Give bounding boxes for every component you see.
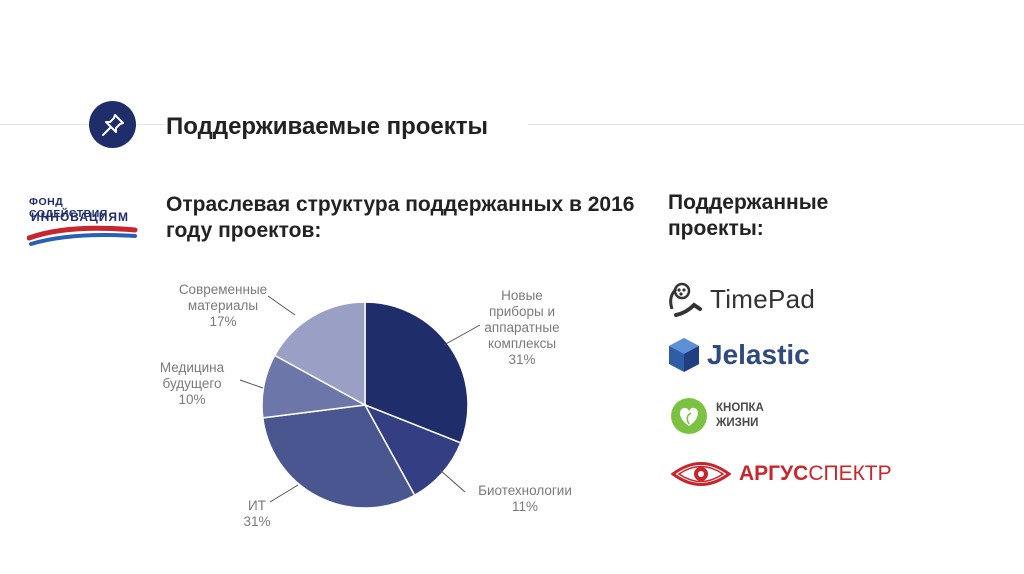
- timepad-icon: [669, 282, 702, 317]
- knopka-line2: ЖИЗНИ: [716, 417, 759, 429]
- slice-label: ИТ 31%: [243, 498, 270, 529]
- knopka-zhizni-logo: КНОПКА ЖИЗНИ: [670, 397, 764, 435]
- argus-wordmark-part2: СПЕКТР: [808, 462, 892, 485]
- pie-slice: [273, 301, 366, 407]
- fund-logo-line2: ИННОВАЦИЯМ: [31, 210, 130, 224]
- jelastic-wordmark: Jelastic: [707, 339, 810, 370]
- argus-wordmark-part1: АРГУС: [739, 462, 809, 485]
- chart-title: Отраслевая структура поддержанных в 2016…: [166, 193, 635, 243]
- jelastic-cube-icon: [669, 338, 699, 372]
- pie-slice: [363, 403, 462, 497]
- knopka-line1: КНОПКА: [716, 402, 764, 415]
- eye-icon: [671, 462, 731, 486]
- leader-line: [443, 324, 481, 346]
- supported-projects-title: Поддержанные проекты:: [668, 191, 829, 241]
- leader-line: [239, 379, 264, 389]
- fund-logo-line1: ФОНД СОДЕЙСТВИЯ: [29, 196, 108, 220]
- pushpin-icon: [89, 101, 136, 148]
- timepad-wordmark: TimePad: [710, 283, 816, 314]
- leader-line: [269, 484, 299, 503]
- argus-spektr-logo: АРГУС СПЕКТР: [671, 457, 892, 491]
- leader-line: [267, 295, 296, 316]
- slice-label: Новые приборы и аппаратные комплексы 31%: [484, 288, 559, 367]
- slice-label: Современные материалы 17%: [179, 282, 267, 329]
- leader-line: [439, 469, 466, 493]
- innovation-fund-logo: ФОНД СОДЕЙСТВИЯ ИННОВАЦИЯМ: [26, 194, 139, 252]
- heart-leaf-icon: [671, 398, 707, 434]
- pie-slice: [364, 301, 469, 444]
- pie-slice: [261, 404, 416, 509]
- slice-label: Медицина будущего 10%: [160, 360, 225, 407]
- jelastic-logo: Jelastic: [667, 336, 810, 374]
- pie-chart: Новые приборы и аппаратные комплексы 31% Биот…: [160, 282, 572, 529]
- timepad-logo: TimePad: [666, 279, 815, 319]
- slice-label: Биотехнологии 11%: [478, 483, 572, 514]
- slide-title: Поддерживаемые проекты: [166, 113, 529, 141]
